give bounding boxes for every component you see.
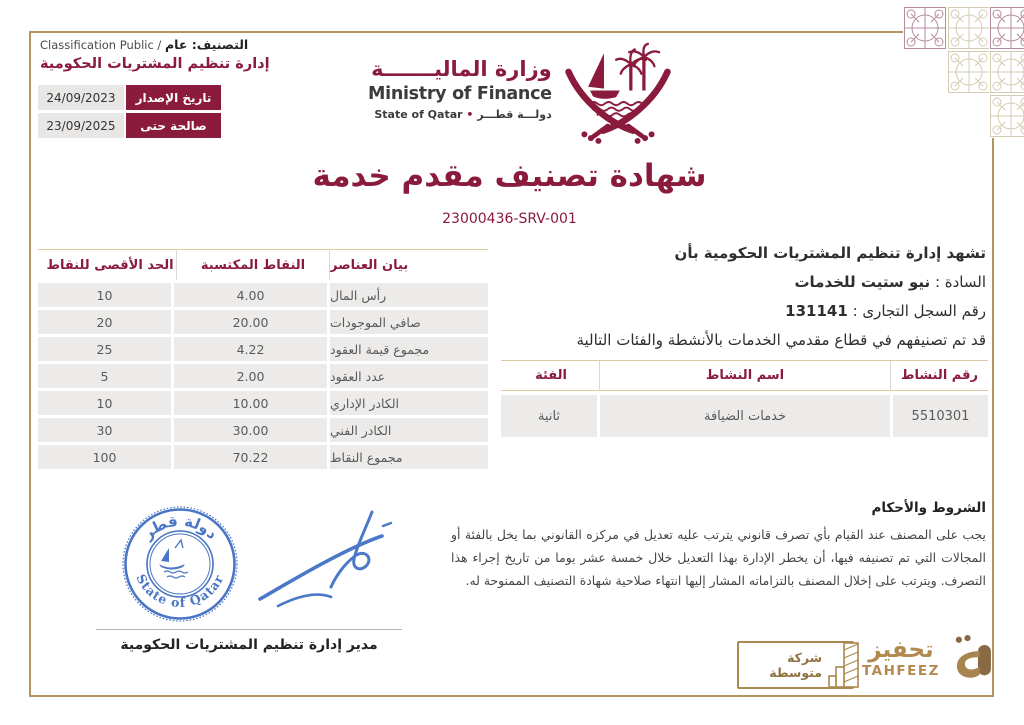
activity-table: رقم النشاط اسم النشاط الفئة 5510301 خدما… (501, 360, 988, 437)
pattern-tile-icon (947, 6, 991, 50)
state-of-qatar-line: دولـــة قطـــر • State of Qatar (368, 106, 552, 124)
cell-element: رأس المال (330, 283, 488, 307)
cell-max: 30 (38, 418, 171, 442)
terms-section: الشروط والأحكام يجب على المصنف عند القيا… (451, 500, 986, 592)
table-row: رأس المال 4.00 10 (38, 283, 488, 307)
attestation-line1: تشهد إدارة تنظيم المشتريات الحكومية بأن (674, 244, 986, 262)
tahfeez-logo-icon (955, 634, 991, 678)
attestation-block: تشهد إدارة تنظيم المشتريات الحكومية بأن … (536, 243, 986, 359)
pattern-tile-icon (989, 50, 1024, 94)
ministry-name-ar: وزارة الماليـــــــة (371, 57, 552, 81)
cell-max: 100 (38, 445, 171, 469)
header-activity-number: رقم النشاط (901, 368, 978, 383)
page-border-frame (29, 31, 994, 697)
stamp-seal-icon: دولة قطر State of Qatar (122, 506, 238, 622)
cell-max: 10 (38, 283, 171, 307)
validity-dates-table: تاريخ الإصدار 24/09/2023 صالحة حتى 23/09… (38, 85, 221, 141)
pattern-tile-icon (903, 6, 947, 50)
valid-until-label: صالحة حتى (126, 113, 221, 138)
table-row: عدد العقود 2.00 5 (38, 364, 488, 388)
activity-table-header: رقم النشاط اسم النشاط الفئة (501, 360, 988, 391)
state-en: State of Qatar (374, 108, 463, 121)
pattern-tile-icon (989, 6, 1024, 50)
issue-date-label: تاريخ الإصدار (126, 85, 221, 110)
terms-title: الشروط والأحكام (871, 500, 986, 516)
ministry-logo: وزارة الماليـــــــة Ministry of Finance… (368, 42, 674, 154)
table-row: مجموع قيمة العقود 4.22 25 (38, 337, 488, 361)
valid-until-value: 23/09/2025 (38, 113, 124, 138)
badge-label: شركة متوسطة (769, 650, 822, 680)
table-row: صافي الموجودات 20.00 20 (38, 310, 488, 334)
pattern-tile-icon (947, 50, 991, 94)
attestation-line4: قد تم تصنيفهم في قطاع مقدمي الخدمات بالأ… (576, 331, 986, 349)
header-earned-points: النقاط المكتسبة (177, 250, 330, 280)
cell-element: مجموع النقاط (330, 445, 488, 469)
cell-max: 10 (38, 391, 171, 415)
cell-earned: 10.00 (174, 391, 327, 415)
signature-icon (258, 510, 393, 608)
cell-earned: 4.00 (174, 283, 327, 307)
department-name: إدارة تنظيم المشتريات الحكومية (40, 56, 270, 72)
cr-number: 131141 (785, 302, 848, 320)
issue-date-value: 24/09/2023 (38, 85, 124, 110)
header-activity-name: اسم النشاط (600, 361, 891, 390)
cell-category: ثانية (501, 395, 597, 437)
ministry-name-en: Ministry of Finance (368, 84, 552, 104)
cell-element: عدد العقود (330, 364, 488, 388)
points-table-header: بيان العناصر النقاط المكتسبة الحد الأقصى… (38, 249, 488, 280)
tahfeez-logo: تحفيز TAHFEEZ (862, 632, 997, 684)
signature-divider (96, 629, 402, 630)
cell-activity-name: خدمات الضيافة (600, 395, 890, 437)
cell-element: الكادر الإداري (330, 391, 488, 415)
cell-earned: 2.00 (174, 364, 327, 388)
attestation-line3: رقم السجل التجارى : 131141 (536, 301, 986, 321)
company-label: السادة : (934, 273, 986, 291)
header-max-points: الحد الأقصى للنقاط (44, 250, 177, 280)
table-row: مجموع النقاط 70.22 100 (38, 445, 488, 469)
manager-title: مدير إدارة تنظيم المشتريات الحكومية (120, 637, 378, 653)
cell-element: الكادر الفني (330, 418, 488, 442)
tahfeez-text: تحفيز TAHFEEZ (862, 637, 940, 679)
cr-label: رقم السجل التجارى : (852, 302, 986, 320)
stamp-bottom-text: State of Qatar (133, 572, 225, 611)
header-category: الفئة (503, 361, 600, 390)
cell-element: مجموع قيمة العقود (330, 337, 488, 361)
attestation-line2: السادة : نيو ستيت للخدمات (536, 272, 986, 292)
tahfeez-name-en: TAHFEEZ (862, 663, 940, 679)
terms-body: يجب على المصنف عند القيام بأي تصرف قانون… (451, 527, 986, 588)
dot-separator: • (466, 108, 474, 121)
valid-until-row: صالحة حتى 23/09/2025 (38, 113, 221, 138)
ministry-emblem-icon (565, 42, 671, 144)
table-row: 5510301 خدمات الضيافة ثانية (501, 395, 988, 437)
header-elements: بيان العناصر (330, 257, 409, 273)
pattern-tile-icon (989, 94, 1024, 138)
ministry-logo-text: وزارة الماليـــــــة Ministry of Finance… (368, 42, 552, 124)
cell-earned: 20.00 (174, 310, 327, 334)
company-name: نيو ستيت للخدمات (794, 273, 931, 291)
cell-max: 25 (38, 337, 171, 361)
svg-text:State of Qatar: State of Qatar (133, 572, 226, 611)
table-row: الكادر الفني 30.00 30 (38, 418, 488, 442)
table-row: الكادر الإداري 10.00 10 (38, 391, 488, 415)
classification-ar: التصنيف: عام (164, 37, 249, 52)
cell-max: 5 (38, 364, 171, 388)
certificate-title: شهادة تصنيف مقدم خدمة (312, 158, 707, 194)
classification-line: Classification Public / التصنيف: عام (40, 37, 248, 52)
classification-en: Classification Public / (40, 38, 162, 52)
building-chart-icon (828, 642, 859, 688)
cell-earned: 30.00 (174, 418, 327, 442)
tahfeez-name-ar: تحفيز (868, 637, 934, 663)
cell-max: 20 (38, 310, 171, 334)
cell-activity-number: 5510301 (893, 395, 988, 437)
cell-earned: 70.22 (174, 445, 327, 469)
points-table: بيان العناصر النقاط المكتسبة الحد الأقصى… (38, 249, 488, 469)
state-ar: دولـــة قطـــر (477, 108, 552, 121)
certificate-number: 23000436-SRV-001 (442, 211, 577, 227)
company-size-badge: شركة متوسطة (737, 641, 859, 689)
issue-date-row: تاريخ الإصدار 24/09/2023 (38, 85, 221, 110)
cell-element: صافي الموجودات (330, 310, 488, 334)
cell-earned: 4.22 (174, 337, 327, 361)
